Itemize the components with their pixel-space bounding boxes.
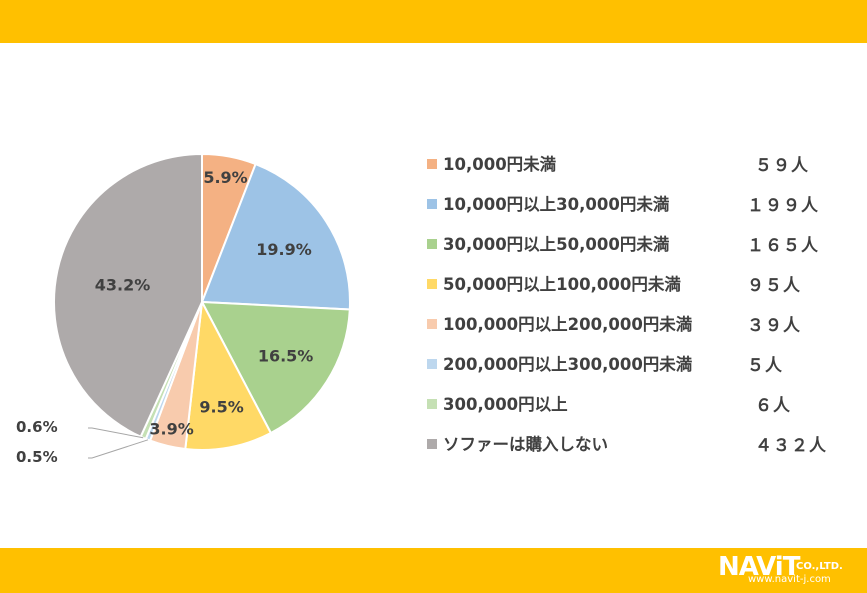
legend-count: ５人 — [747, 356, 783, 376]
pie-slice — [200, 300, 351, 435]
logo-brand: NAViT — [718, 552, 800, 582]
legend-count: ３９人 — [747, 316, 801, 336]
legend-label: 10,000円以上30,000円未満 — [443, 195, 670, 214]
legend-label: 100,000円以上200,000円未満 — [443, 315, 693, 334]
leader-line — [88, 427, 144, 439]
legend-label: 10,000円未満 — [443, 155, 557, 174]
slice-data-label: 0.5% — [16, 448, 58, 466]
slice-data-label: 43.2% — [95, 276, 151, 295]
slice-data-label: 19.9% — [256, 240, 312, 259]
legend-item-30000-50000: 30,000円以上50,000円未満 １６５人 — [425, 227, 845, 267]
legend-item-10000-30000: 10,000円以上30,000円未満 １９９人 — [425, 187, 845, 227]
legend-swatch — [427, 199, 437, 209]
legend-count: １９９人 — [747, 196, 819, 216]
leader-line — [88, 439, 149, 459]
legend-swatch — [427, 279, 437, 289]
legend-swatch — [427, 399, 437, 409]
slice-data-label: 0.6% — [16, 418, 58, 436]
legend-label: 200,000円以上300,000円未満 — [443, 355, 693, 374]
slice-data-label: 5.9% — [203, 168, 247, 187]
legend-swatch — [427, 319, 437, 329]
pie-slice — [184, 298, 273, 451]
slice-data-label: 16.5% — [258, 346, 314, 365]
legend-item-no-purchase: ソファーは購入しない ４３２人 — [425, 427, 845, 467]
legend-count: ９５人 — [747, 276, 801, 296]
pie-slice — [200, 162, 351, 311]
bottom-banner — [0, 548, 867, 593]
legend-count: １６５人 — [747, 236, 819, 256]
logo-url: www.navit-j.com — [748, 574, 831, 585]
legend-label: ソファーは購入しない — [443, 435, 608, 454]
legend-item-under-10000: 10,000円未満 ５９人 — [425, 147, 845, 187]
legend-item-100000-200000: 100,000円以上200,000円未満 ３９人 — [425, 307, 845, 347]
legend-item-over-300000: 300,000円以上 ６人 — [425, 387, 845, 427]
legend-label: 30,000円以上50,000円未満 — [443, 235, 670, 254]
legend-swatch — [427, 439, 437, 449]
legend-count: ６人 — [755, 396, 791, 416]
navit-logo: NAViT CO.,LTD. www.navit-j.com — [718, 552, 858, 588]
legend-label: 300,000円以上 — [443, 395, 568, 414]
legend-count: ４３２人 — [755, 436, 827, 456]
legend-item-200000-300000: 200,000円以上300,000円未満 ５人 — [425, 347, 845, 387]
top-banner — [0, 0, 867, 43]
legend-swatch — [427, 159, 437, 169]
logo-suffix: CO.,LTD. — [796, 561, 843, 572]
legend: 10,000円未満 ５９人 10,000円以上30,000円未満 １９９人 30… — [425, 147, 845, 467]
slice-data-label: 3.9% — [149, 420, 193, 439]
legend-label: 50,000円以上100,000円未満 — [443, 275, 681, 294]
pie-slice — [52, 152, 203, 439]
legend-swatch — [427, 239, 437, 249]
slice-data-label: 9.5% — [199, 398, 243, 417]
legend-swatch — [427, 359, 437, 369]
legend-item-50000-100000: 50,000円以上100,000円未満 ９５人 — [425, 267, 845, 307]
legend-count: ５９人 — [755, 156, 809, 176]
